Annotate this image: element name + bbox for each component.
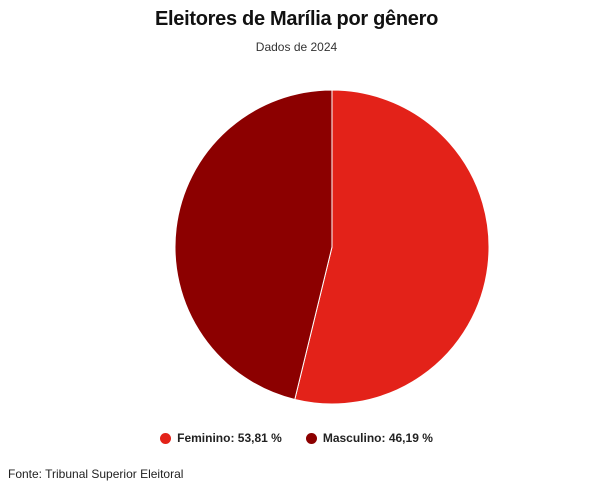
chart-subtitle: Dados de 2024 [255, 40, 338, 54]
chart-title: Eleitores de Marília por gênero [154, 8, 438, 30]
legend-swatch-feminino [160, 432, 172, 444]
legend-swatch-masculino [305, 432, 317, 444]
legend-item-feminino[interactable]: Feminino: 53,81 % [160, 431, 282, 445]
legend-item-masculino[interactable]: Masculino: 46,19 % [305, 431, 433, 445]
legend-label-masculino: Masculino: 46,19 % [322, 431, 433, 445]
pie-slice-feminino[interactable] [294, 89, 490, 405]
legend-label-feminino: Feminino: 53,81 % [177, 431, 282, 445]
legend: Feminino: 53,81 % Masculino: 46,19 % [0, 431, 593, 445]
source-note: Fonte: Tribunal Superior Eleitoral [8, 467, 184, 481]
pie-slice-masculino[interactable] [174, 89, 333, 401]
